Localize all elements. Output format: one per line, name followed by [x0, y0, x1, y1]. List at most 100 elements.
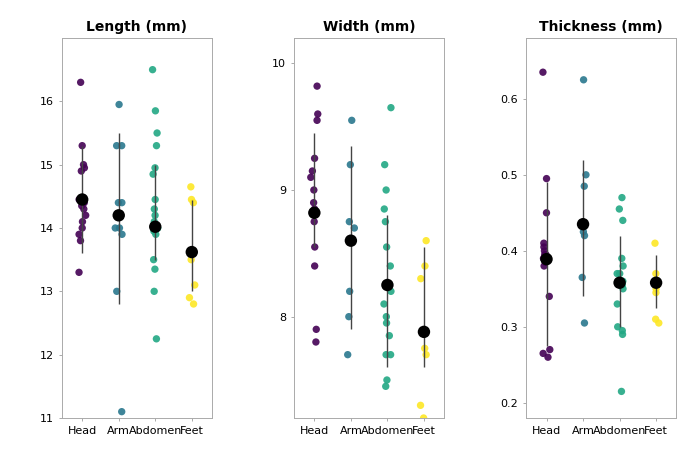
Point: [116, 142, 127, 150]
Point: [148, 287, 159, 295]
Point: [612, 323, 623, 331]
Point: [80, 211, 91, 219]
Point: [579, 182, 590, 190]
Point: [309, 262, 320, 270]
Point: [110, 224, 121, 232]
Point: [148, 228, 159, 235]
Point: [544, 346, 555, 353]
Point: [579, 232, 590, 239]
Point: [415, 401, 426, 409]
Point: [616, 194, 627, 201]
Point: [650, 270, 661, 277]
Point: [653, 319, 664, 327]
Point: [76, 202, 87, 209]
Point: [612, 300, 623, 308]
Point: [539, 262, 550, 270]
Point: [150, 107, 161, 114]
Point: [349, 224, 360, 232]
Point: [77, 142, 88, 150]
Point: [617, 281, 628, 289]
Point: [381, 243, 392, 251]
Point: [74, 230, 85, 238]
Point: [344, 287, 355, 295]
Point: [77, 196, 88, 203]
Point: [308, 186, 319, 194]
Point: [614, 270, 625, 277]
Point: [111, 287, 122, 295]
Point: [77, 224, 88, 232]
Point: [305, 173, 316, 181]
Point: [382, 376, 393, 384]
Point: [188, 199, 199, 207]
Point: [313, 110, 324, 118]
Point: [615, 277, 627, 285]
Point: [186, 256, 197, 264]
Point: [542, 353, 553, 361]
Point: [75, 78, 86, 86]
Point: [384, 332, 395, 340]
Point: [309, 205, 320, 213]
Point: [578, 228, 589, 236]
Point: [538, 350, 549, 357]
Point: [152, 224, 164, 232]
Point: [651, 279, 662, 286]
Point: [152, 129, 163, 137]
Point: [346, 237, 357, 245]
Point: [75, 237, 86, 245]
Point: [309, 154, 320, 162]
Point: [79, 164, 90, 171]
Point: [651, 281, 662, 289]
Point: [308, 218, 319, 226]
Point: [616, 255, 627, 262]
Point: [152, 224, 163, 232]
Point: [380, 382, 391, 390]
Point: [344, 313, 355, 321]
Point: [380, 161, 391, 169]
Point: [113, 199, 124, 207]
Point: [415, 275, 426, 283]
Point: [611, 270, 622, 277]
Point: [345, 161, 356, 169]
Point: [618, 217, 629, 224]
Point: [150, 164, 161, 171]
Point: [186, 248, 197, 256]
Point: [308, 199, 319, 207]
Point: [147, 66, 158, 74]
Point: [385, 351, 396, 359]
Point: [538, 243, 549, 251]
Point: [578, 220, 589, 228]
Point: [385, 262, 396, 270]
Point: [311, 116, 322, 124]
Point: [616, 388, 627, 395]
Point: [618, 277, 629, 285]
Point: [148, 171, 159, 178]
Point: [540, 251, 551, 258]
Point: [380, 218, 391, 226]
Point: [421, 351, 432, 359]
Point: [74, 268, 85, 276]
Point: [381, 313, 392, 321]
Point: [150, 266, 161, 273]
Point: [78, 161, 89, 169]
Point: [541, 209, 552, 217]
Point: [151, 142, 162, 150]
Point: [310, 325, 322, 333]
Point: [538, 239, 549, 247]
Point: [150, 196, 161, 203]
Point: [578, 76, 589, 84]
Point: [149, 218, 160, 226]
Point: [381, 281, 392, 289]
Point: [186, 183, 197, 190]
Point: [381, 319, 392, 327]
Point: [617, 327, 628, 334]
Point: [580, 171, 591, 179]
Point: [420, 262, 431, 270]
Point: [111, 142, 122, 150]
Point: [113, 211, 124, 219]
Point: [78, 205, 89, 213]
Point: [577, 274, 588, 281]
Point: [74, 196, 85, 203]
Point: [148, 256, 159, 264]
Point: [188, 300, 199, 308]
Point: [538, 68, 549, 76]
